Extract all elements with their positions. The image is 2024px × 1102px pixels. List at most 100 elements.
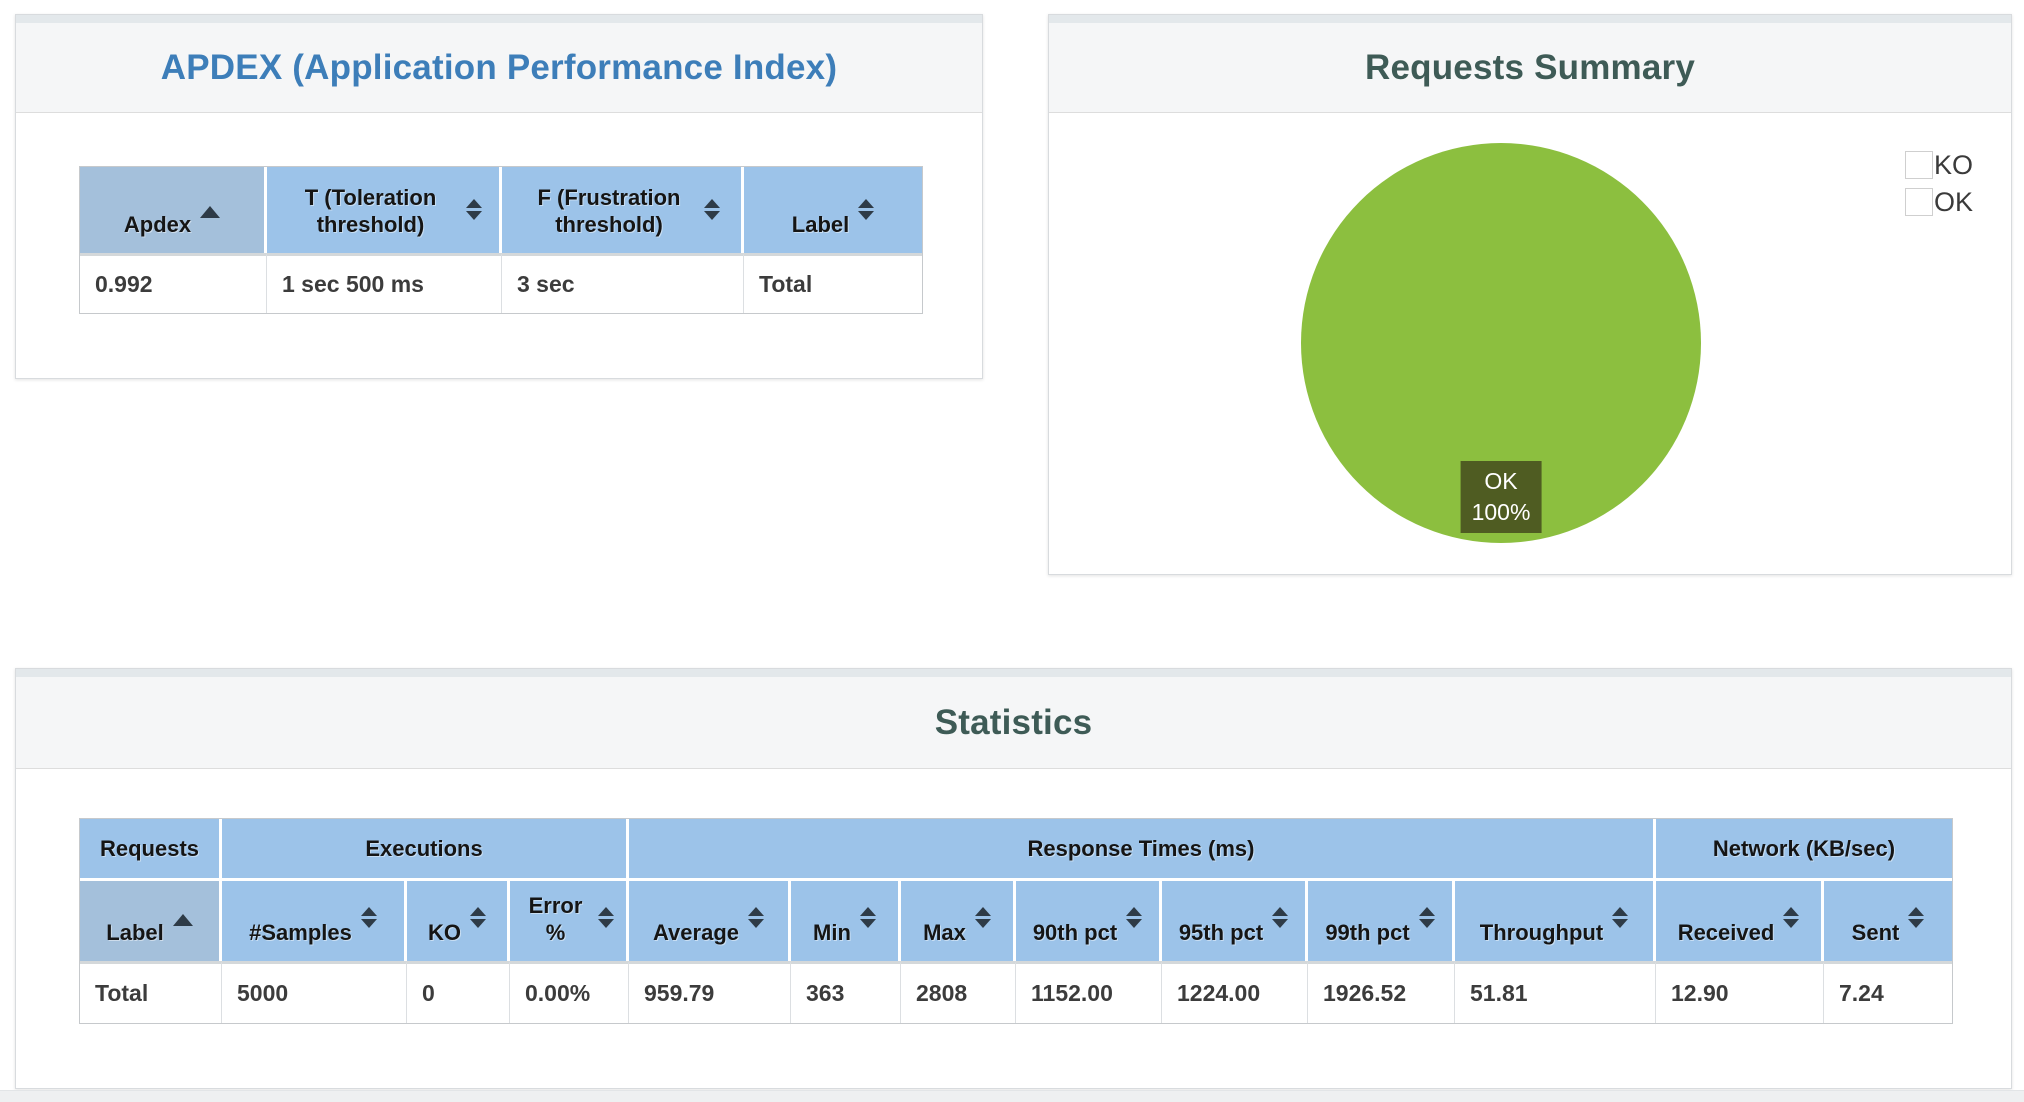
stats-col-header-received[interactable]: Received xyxy=(1656,881,1824,961)
pct95-cell: 1224.00 xyxy=(1162,961,1308,1023)
group-header-response-times: Response Times (ms) xyxy=(629,819,1656,881)
statistics-title: Statistics xyxy=(934,702,1093,742)
col-label: Label xyxy=(791,212,850,237)
max-cell: 2808 xyxy=(901,961,1016,1023)
stats-col-header-average[interactable]: Average xyxy=(629,881,791,961)
next-section-edge xyxy=(0,1090,2024,1102)
col-label: Label xyxy=(106,920,164,945)
legend-item-ok: OK xyxy=(1904,187,1973,217)
label-cell: Total xyxy=(744,253,922,313)
pct90-cell: 1152.00 xyxy=(1016,961,1162,1023)
stats-col-header-label[interactable]: Label xyxy=(80,881,222,961)
stats-col-header-95th-pct[interactable]: 95th pct xyxy=(1162,881,1308,961)
col-label: F (Frustration threshold) xyxy=(537,185,681,237)
col-label: Apdex xyxy=(123,212,192,237)
stats-col-header-min[interactable]: Min xyxy=(791,881,901,961)
col-label: Throughput xyxy=(1479,920,1604,945)
ok-swatch-icon xyxy=(1904,188,1933,216)
group-header-requests: Requests xyxy=(80,819,222,881)
col-label: Sent xyxy=(1851,920,1900,945)
sort-asc-icon xyxy=(200,206,221,218)
stats-col-header-90th-pct[interactable]: 90th pct xyxy=(1016,881,1162,961)
statistics-group-header-row: Requests Executions Response Times (ms) … xyxy=(80,819,1952,881)
apdex-col-header-frustration[interactable]: F (Frustration threshold) xyxy=(502,167,744,253)
sort-icon xyxy=(1126,907,1143,928)
apdex-col-header-label[interactable]: Label xyxy=(744,167,922,253)
stats-col-header-throughput[interactable]: Throughput xyxy=(1455,881,1656,961)
sort-icon xyxy=(1272,907,1289,928)
col-label: T (Toleration threshold) xyxy=(304,185,437,237)
sent-cell: 7.24 xyxy=(1824,961,1952,1023)
sort-icon xyxy=(1908,907,1925,928)
legend-item-ko: KO xyxy=(1904,150,1973,180)
sort-icon xyxy=(1418,907,1435,928)
label-cell: Total xyxy=(80,961,222,1023)
min-cell: 363 xyxy=(791,961,901,1023)
statistics-body: Requests Executions Response Times (ms) … xyxy=(16,769,2011,1029)
col-label: KO xyxy=(428,920,461,945)
col-label: Received xyxy=(1677,920,1775,945)
requests-summary-panel: Requests Summary OK 100% KO OK xyxy=(1048,14,2012,575)
apdex-col-header-apdex[interactable]: Apdex xyxy=(80,167,267,253)
error-pct-cell: 0.00% xyxy=(510,961,629,1023)
legend-label: OK xyxy=(1933,187,1973,217)
col-label: Max xyxy=(923,920,966,945)
sort-icon xyxy=(597,907,614,928)
pie-slice-label: OK 100% xyxy=(1460,461,1542,533)
legend-label: KO xyxy=(1933,150,1973,180)
apdex-title: APDEX (Application Performance Index) xyxy=(160,47,838,87)
apdex-panel-body: Apdex T (Toleration threshold) xyxy=(16,113,982,319)
sort-icon xyxy=(470,907,486,928)
stats-col-header-samples[interactable]: #Samples xyxy=(222,881,407,961)
apdex-panel: APDEX (Application Performance Index) Ap… xyxy=(15,14,983,379)
panel-top-strip xyxy=(16,669,2011,677)
col-label: 95th pct xyxy=(1178,920,1264,945)
statistics-panel: Statistics Requests Executions Response … xyxy=(15,668,2012,1089)
stats-col-header-error-pct[interactable]: Error % xyxy=(510,881,629,961)
group-header-network: Network (KB/sec) xyxy=(1656,819,1952,881)
col-label: 99th pct xyxy=(1325,920,1410,945)
sort-icon xyxy=(360,907,377,928)
pie-slice-label-name: OK xyxy=(1484,468,1518,494)
requests-summary-heading: Requests Summary xyxy=(1049,23,2011,113)
col-label: 90th pct xyxy=(1032,920,1118,945)
panel-top-strip xyxy=(16,15,982,23)
ko-cell: 0 xyxy=(407,961,510,1023)
col-label: Average xyxy=(652,920,739,945)
group-header-executions: Executions xyxy=(222,819,629,881)
sort-icon xyxy=(704,199,720,220)
apdex-col-header-toleration[interactable]: T (Toleration threshold) xyxy=(267,167,502,253)
requests-summary-title: Requests Summary xyxy=(1365,47,1695,87)
requests-summary-body: OK 100% KO OK xyxy=(1049,113,2011,575)
col-label: Error % xyxy=(528,893,583,945)
col-label: Min xyxy=(813,920,851,945)
average-cell: 959.79 xyxy=(629,961,791,1023)
sort-icon xyxy=(465,199,482,220)
stats-col-header-99th-pct[interactable]: 99th pct xyxy=(1308,881,1455,961)
sort-icon xyxy=(1783,907,1800,928)
stats-col-header-ko[interactable]: KO xyxy=(407,881,510,961)
sort-icon xyxy=(748,907,764,928)
sort-icon xyxy=(974,907,991,928)
statistics-table: Requests Executions Response Times (ms) … xyxy=(79,818,1953,1024)
apdex-table: Apdex T (Toleration threshold) xyxy=(79,166,923,314)
sort-icon xyxy=(1612,907,1629,928)
col-label: #Samples xyxy=(249,920,352,945)
stats-col-header-sent[interactable]: Sent xyxy=(1824,881,1952,961)
samples-cell: 5000 xyxy=(222,961,407,1023)
apdex-value-cell: 0.992 xyxy=(80,253,267,313)
pie-legend: KO OK xyxy=(1904,150,1973,217)
pie-slice-label-percent: 100% xyxy=(1471,499,1531,525)
sort-icon xyxy=(859,907,876,928)
apdex-panel-heading: APDEX (Application Performance Index) xyxy=(16,23,982,113)
toleration-cell: 1 sec 500 ms xyxy=(267,253,502,313)
stats-col-header-max[interactable]: Max xyxy=(901,881,1016,961)
statistics-table-row: Total 5000 0 0.00% 959.79 363 2808 1152.… xyxy=(80,961,1952,1023)
pct99-cell: 1926.52 xyxy=(1308,961,1455,1023)
frustration-cell: 3 sec xyxy=(502,253,744,313)
ko-swatch-icon xyxy=(1904,151,1933,179)
statistics-column-header-row: Label #Samples KO xyxy=(80,881,1952,961)
panel-top-strip xyxy=(1049,15,2011,23)
sort-asc-icon xyxy=(172,914,193,926)
statistics-heading: Statistics xyxy=(16,677,2011,769)
